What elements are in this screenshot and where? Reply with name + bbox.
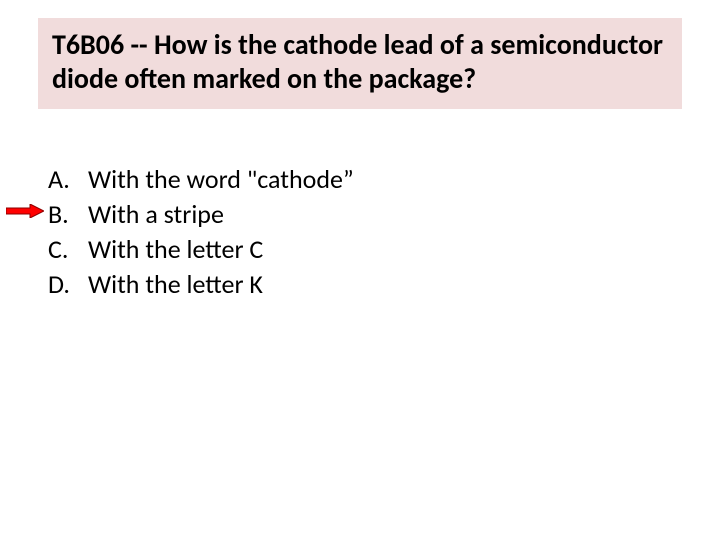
answer-letter: B.: [48, 197, 88, 232]
answer-letter: A.: [48, 162, 88, 197]
answer-letter: D.: [48, 267, 88, 302]
answer-text: With the letter K: [88, 267, 263, 302]
correct-answer-arrow-icon: [6, 204, 44, 223]
question-box: T6B06 -- How is the cathode lead of a se…: [38, 18, 682, 109]
answers-list: A. With the word "cathode” B. With a str…: [48, 162, 354, 302]
answer-letter: C.: [48, 232, 88, 267]
question-text: T6B06 -- How is the cathode lead of a se…: [52, 28, 668, 95]
answer-text: With the word "cathode”: [88, 162, 354, 197]
answer-row: A. With the word "cathode”: [48, 162, 354, 197]
answer-row: B. With a stripe: [48, 197, 354, 232]
answer-text: With a stripe: [88, 197, 224, 232]
answer-text: With the letter C: [88, 232, 263, 267]
answer-row: D. With the letter K: [48, 267, 354, 302]
answer-row: C. With the letter C: [48, 232, 354, 267]
